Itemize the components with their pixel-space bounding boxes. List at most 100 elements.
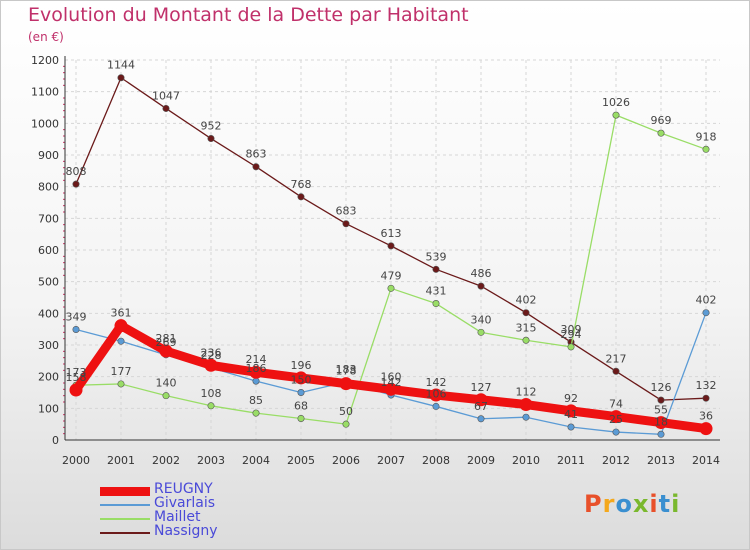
data-label: 132 (696, 379, 717, 392)
y-tick-label: 900 (38, 149, 59, 162)
logo-letter: i (671, 490, 681, 518)
data-label: 127 (471, 381, 492, 394)
y-tick-label: 400 (38, 307, 59, 320)
data-point (519, 398, 533, 412)
data-label: 67 (474, 400, 488, 413)
data-point (69, 383, 83, 397)
data-point (477, 415, 485, 423)
data-point (117, 380, 125, 388)
x-tick-label: 2003 (197, 454, 225, 467)
data-point (612, 367, 620, 375)
logo-letter: x (632, 490, 650, 518)
legend-label: REUGNY (154, 481, 213, 497)
data-label: 36 (699, 410, 713, 423)
data-point (342, 420, 350, 428)
data-label: 25 (609, 413, 623, 426)
data-label: 269 (156, 336, 177, 349)
data-point (522, 309, 530, 317)
data-point (429, 388, 443, 402)
data-label: 969 (651, 114, 672, 127)
x-tick-label: 2000 (62, 454, 90, 467)
data-point (207, 402, 215, 410)
data-label: 1047 (152, 89, 180, 102)
legend-swatch (100, 518, 150, 520)
data-label: 309 (561, 323, 582, 336)
data-point (114, 319, 128, 333)
data-label: 178 (336, 365, 357, 378)
data-point (252, 163, 260, 171)
x-tick-label: 2011 (557, 454, 585, 467)
data-label: 18 (654, 415, 668, 428)
legend-item-nassigny: Nassigny (100, 523, 300, 540)
data-label: 952 (201, 120, 222, 133)
data-point (612, 428, 620, 436)
data-label: 74 (609, 398, 623, 411)
data-label: 340 (471, 313, 492, 326)
data-point (117, 74, 125, 82)
data-point (654, 416, 668, 430)
data-point (657, 396, 665, 404)
data-label: 863 (246, 148, 267, 161)
data-point (384, 382, 398, 396)
data-label: 214 (246, 353, 267, 366)
data-label: 431 (426, 285, 447, 298)
logo-letter: i (649, 490, 659, 518)
legend-swatch (100, 532, 150, 534)
y-tick-label: 0 (52, 434, 59, 447)
data-label: 315 (516, 321, 537, 334)
data-point (567, 423, 575, 431)
data-label: 236 (201, 346, 222, 359)
legend-label: Nassigny (154, 523, 218, 539)
data-point (159, 344, 173, 358)
x-tick-label: 2008 (422, 454, 450, 467)
y-tick-label: 800 (38, 181, 59, 194)
data-label: 294 (561, 328, 582, 341)
data-label: 1026 (602, 96, 630, 109)
x-tick-label: 2001 (107, 454, 135, 467)
data-point (474, 393, 488, 407)
data-point (207, 135, 215, 143)
data-point (204, 358, 218, 372)
x-tick-label: 2013 (647, 454, 675, 467)
data-point (432, 402, 440, 410)
data-point (612, 111, 620, 119)
data-label: 196 (291, 359, 312, 372)
data-point (657, 430, 665, 438)
data-label: 361 (111, 307, 132, 320)
data-point (387, 284, 395, 292)
x-tick-label: 2009 (467, 454, 495, 467)
y-tick-label: 600 (38, 244, 59, 257)
x-tick-label: 2007 (377, 454, 405, 467)
legend-label: Maillet (154, 509, 201, 525)
y-tick-label: 1200 (31, 54, 59, 67)
data-label: 402 (516, 294, 537, 307)
y-tick-label: 100 (38, 402, 59, 415)
data-point (252, 377, 260, 385)
data-label: 768 (291, 178, 312, 191)
data-label: 683 (336, 205, 357, 218)
data-point (522, 336, 530, 344)
data-point (477, 282, 485, 290)
x-tick-label: 2006 (332, 454, 360, 467)
data-point (342, 220, 350, 228)
data-point (387, 242, 395, 250)
data-label: 186 (246, 362, 267, 375)
data-label: 41 (564, 408, 578, 421)
data-point (702, 309, 710, 317)
data-point (702, 394, 710, 402)
data-label: 486 (471, 267, 492, 280)
data-label: 85 (249, 394, 263, 407)
data-point (297, 414, 305, 422)
data-label: 158 (66, 371, 87, 384)
x-tick-label: 2014 (692, 454, 720, 467)
chart-title: Evolution du Montant de la Dette par Hab… (28, 4, 469, 26)
data-label: 349 (66, 310, 87, 323)
data-label: 613 (381, 227, 402, 240)
data-point (522, 413, 530, 421)
data-point (72, 325, 80, 333)
data-point (564, 404, 578, 418)
data-label: 140 (156, 377, 177, 390)
data-label: 177 (111, 365, 132, 378)
y-tick-label: 500 (38, 276, 59, 289)
